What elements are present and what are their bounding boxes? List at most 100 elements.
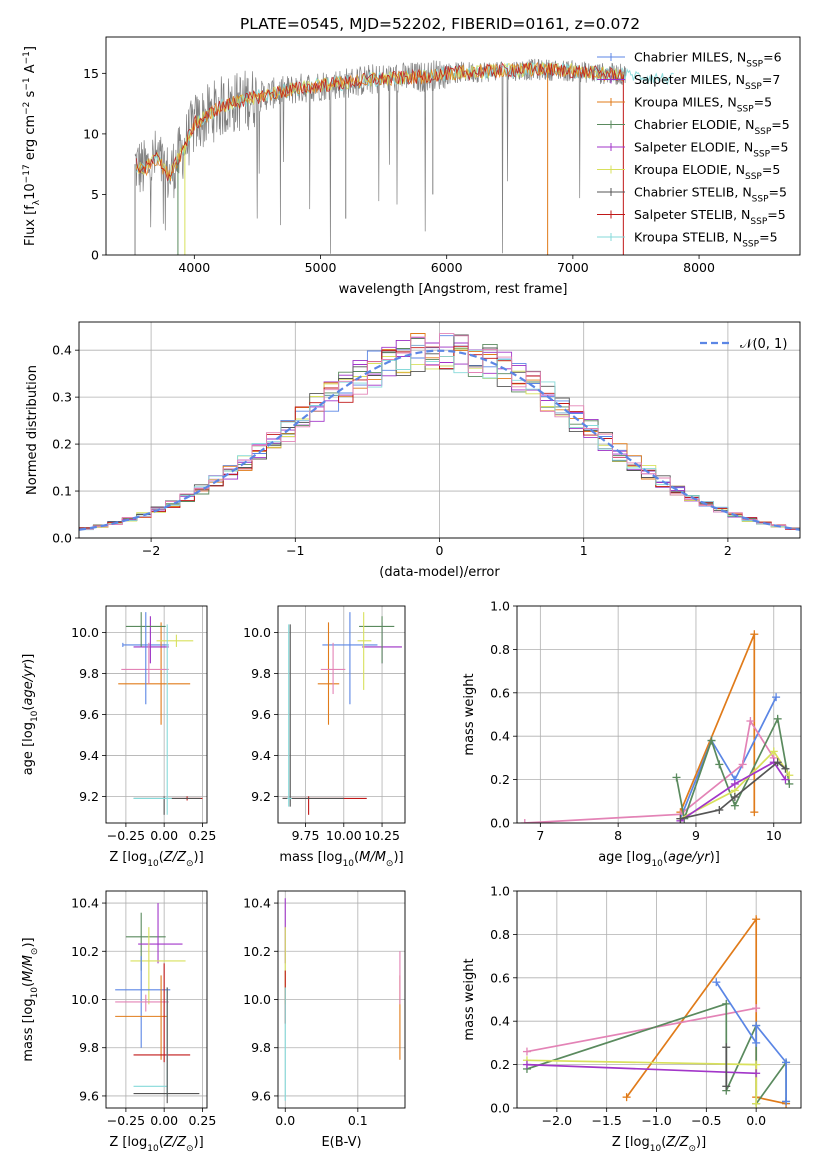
- x-tick-label: 10.25: [364, 828, 400, 843]
- legend-sep: ,: [734, 185, 742, 200]
- spectrum-frame: [105, 36, 801, 256]
- y-axis-label-part: ]: [23, 46, 38, 51]
- legend-sep: ,: [733, 207, 741, 222]
- legend-prefix: N: [736, 162, 745, 177]
- x-tick-label: −2: [142, 543, 160, 558]
- legend-prefix: N: [737, 50, 746, 65]
- y-tick-label: 9.6: [79, 1088, 99, 1103]
- x-axis-label-part: )]: [194, 1135, 204, 1150]
- weight-vs-Z-series: [522, 915, 791, 1108]
- errorbar-point: [359, 616, 395, 664]
- y-tick-label: 0.6: [490, 685, 510, 700]
- figure-title: PLATE=0545, MJD=52202, FIBERID=0161, z=0…: [240, 15, 640, 33]
- weight-point-marker: [773, 758, 782, 767]
- legend-nssp: 5: [772, 162, 780, 177]
- y-tick-label: 0.4: [490, 729, 510, 744]
- x-axis-label-part: Z/Z: [163, 850, 187, 865]
- histograms: [79, 333, 800, 531]
- mass-vs-ebv-frame: [277, 890, 406, 1109]
- mass-vs-Z-errorbars: [115, 903, 200, 1104]
- y-tick-label: 0.8: [490, 642, 510, 657]
- legend-series-name: Chabrier ELODIE: [634, 117, 737, 132]
- y-axis-label-part: Flux [f: [23, 205, 38, 246]
- weight-vs-Z-frame: [516, 890, 802, 1109]
- legend-sep: ,: [728, 72, 736, 87]
- errorbar-point: [133, 616, 169, 664]
- y-axis-label-text: mass [log: [21, 998, 36, 1061]
- x-axis-label-part: )]: [194, 850, 204, 865]
- weight-point-marker: [715, 760, 724, 769]
- residuals-frame: [78, 321, 801, 539]
- observed-spectrum: [134, 58, 626, 254]
- legend-label: Chabrier ELODIE, NSSP=5: [634, 117, 790, 137]
- errorbar-point: [357, 612, 372, 690]
- x-axis-label-part: (: [159, 850, 164, 865]
- legend-sub: SSP: [737, 105, 754, 115]
- x-tick-label: −1.0: [641, 1113, 671, 1128]
- legend-prefix: N: [744, 140, 753, 155]
- x-axis-label-text: mass [log: [279, 850, 342, 865]
- legend-eq: =: [769, 185, 779, 200]
- x-axis-label: Z [log10(Z/Z⊙)]: [612, 1135, 706, 1154]
- x-axis-label-part: (: [159, 1135, 164, 1150]
- legend-label: Kroupa ELODIE, NSSP=5: [634, 162, 780, 182]
- y-axis-label-part: age/yr: [21, 662, 36, 705]
- weight-point-marker: [752, 1060, 761, 1069]
- x-axis-label-part: ⊙: [386, 859, 394, 869]
- x-tick-label: −0.25: [107, 1113, 145, 1128]
- legend-sep: ,: [725, 230, 733, 245]
- weight-point-marker: [781, 764, 790, 773]
- y-axis-label-part: )]: [21, 654, 36, 664]
- errorbar-point: [125, 912, 166, 971]
- x-tick-label: 0.1: [348, 1113, 368, 1128]
- legend-label: Kroupa MILES, NSSP=5: [634, 95, 772, 115]
- x-axis-label: (data-model)/error: [379, 565, 500, 580]
- y-tick-label: 0.2: [52, 437, 72, 452]
- y-axis-label-part: λ: [32, 199, 42, 205]
- y-tick-label: 10.2: [243, 944, 271, 959]
- legend-eq: =: [759, 230, 769, 245]
- x-axis-label-text: E(B-V): [321, 1135, 361, 1150]
- errorbar-point: [130, 927, 186, 1005]
- y-tick-label: 5: [91, 187, 99, 202]
- y-tick-label: 0.0: [490, 1101, 510, 1116]
- x-axis-label: Z [log10(Z/Z⊙)]: [109, 850, 203, 869]
- weight-vs-Z-axes: −2.0 −1.5 −1.0 −0.5 0.0 0.0 0.2 0.4 0.6 0.8 1.0: [490, 884, 801, 1128]
- x-tick-label: −0.5: [691, 1113, 721, 1128]
- histogram-step: [79, 333, 800, 530]
- errorbar-point: [133, 963, 191, 1063]
- age-vs-Z-axes: −0.25 0.00 0.25 9.2 9.4 9.6 9.8 10.0: [71, 606, 216, 843]
- weight-series-line: [526, 1063, 757, 1075]
- legend-eq: =: [770, 140, 780, 155]
- x-tick-label: 7000: [557, 260, 589, 275]
- y-tick-label: 9.6: [251, 1088, 271, 1103]
- x-axis-label-part: Z/Z: [665, 1135, 689, 1150]
- weight-point-marker: [773, 714, 782, 723]
- y-tick-label: 0.0: [52, 531, 72, 546]
- y-tick-label: 1.0: [490, 599, 510, 614]
- weight-point-marker: [752, 1021, 761, 1030]
- x-axis-label-part: )]: [393, 850, 403, 865]
- model-spectrum: [135, 62, 624, 182]
- x-axis-label-part: (: [661, 1135, 666, 1150]
- legend-sub: SSP: [752, 195, 769, 205]
- x-tick-label: 5000: [305, 260, 337, 275]
- y-axis-label-part: 10: [30, 987, 40, 999]
- legend-series-name: Salpeter ELODIE: [634, 140, 736, 155]
- y-tick-label: 0.2: [490, 772, 510, 787]
- weight-series-line: [526, 1007, 757, 1053]
- y-axis-label-part: 10: [23, 183, 38, 200]
- weight-point-marker: [769, 747, 778, 756]
- mass-vs-Z-axes: −0.25 0.00 0.25 9.6 9.8 10.0 10.2 10.4: [71, 891, 216, 1128]
- legend-eq: =: [763, 50, 773, 65]
- x-axis-label-part: 10: [147, 859, 159, 869]
- x-axis-label-part: 10: [650, 1144, 662, 1154]
- weight-point-marker: [752, 1069, 761, 1078]
- x-tick-label: −1.5: [592, 1113, 622, 1128]
- x-axis-label-part: )]: [696, 1135, 706, 1150]
- y-tick-label: 0.4: [490, 1014, 510, 1029]
- y-axis-label-part: s: [23, 90, 38, 101]
- y-axis-label-text: Normed distribution: [25, 365, 40, 495]
- legend-nssp: 5: [764, 95, 772, 110]
- mass-vs-Z-frame: [105, 890, 208, 1109]
